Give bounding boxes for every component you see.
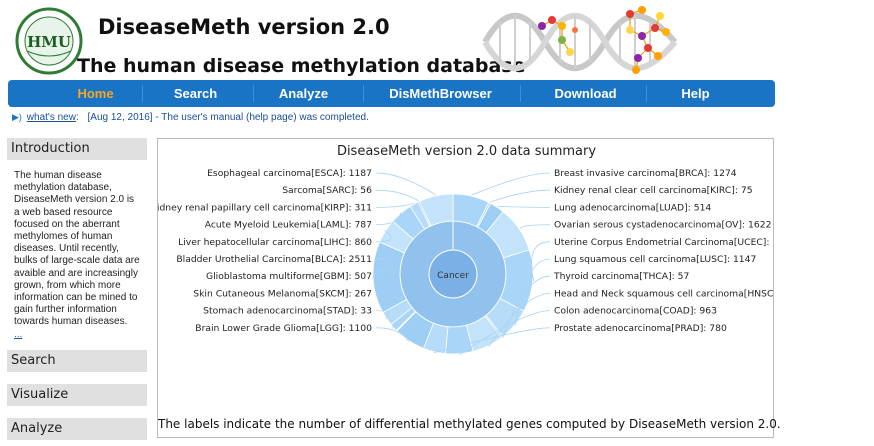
data-summary-panel: DiseaseMeth version 2.0 data summary Can… [157, 138, 774, 438]
chart-leader-line [489, 189, 551, 203]
sidebar-search-button[interactable]: Search [7, 350, 147, 372]
nav-search[interactable]: Search [173, 86, 218, 101]
intro-paragraph: The human disease methylation database, … [14, 170, 140, 328]
nav-divider [142, 85, 143, 102]
nav-divider [253, 85, 254, 102]
chart-slice-label: Breast invasive carcinoma[BRCA]: 1274 [554, 168, 737, 179]
nav-divider [520, 85, 521, 102]
sidebar: Introduction The human disease methylati… [7, 138, 147, 341]
news-bar: ▶) what's new: [Aug 12, 2016] - The user… [12, 112, 369, 126]
sunburst-chart: Cancer Breast invasive carcinoma[BRCA]: 1… [158, 168, 774, 356]
nav-home[interactable]: Home [77, 86, 114, 101]
chart-leader-line [502, 275, 551, 338]
chart-slice-label: Stomach adenocarcinoma[STAD]: 33 [203, 306, 372, 317]
speaker-icon: ▶) [12, 112, 22, 122]
nav-download[interactable]: Download [554, 86, 617, 101]
chart-slice-label: Esophageal carcinoma[ESCA]: 1187 [207, 168, 372, 179]
chart-leader-line [375, 172, 436, 196]
news-date: [Aug 12, 2016] [87, 112, 153, 123]
university-logo: HMU [15, 7, 83, 75]
logo-text: HMU [27, 33, 71, 51]
chart-leader-line [515, 258, 551, 326]
news-colon: : [75, 112, 79, 123]
nav-dismethbrowser[interactable]: DisMethBrowser [389, 86, 492, 101]
nav-divider [363, 85, 364, 102]
chart-slice-label: Brain Lower Grade Glioma[LGG]: 1100 [195, 323, 372, 334]
chart-leader-line [375, 189, 419, 202]
chart-leader-line [375, 230, 392, 243]
chart-slice-label: Acute Myeloid Leukemia[LAML]: 787 [205, 220, 372, 231]
chart-slice-label: Kidney renal papillary cell carcinoma[KI… [158, 202, 372, 213]
chart-leader-line [375, 212, 401, 225]
site-title: DiseaseMeth version 2.0 [98, 15, 390, 39]
header: HMU DiseaseMeth version 2.0 The human di… [0, 0, 874, 80]
chart-leader-line [459, 310, 551, 356]
chart-slice-label: Prostate adenocarcinoma[PRAD]: 780 [554, 323, 727, 334]
chart-slice-label: Ovarian serous cystadenocarcinoma[OV]: 1… [554, 220, 771, 231]
chart-slice-label: Bladder Urothelial Carcinoma[BLCA]: 2511 [176, 254, 372, 265]
chart-slice-label: Lung squamous cell carcinoma[LUSC]: 1147 [554, 254, 756, 265]
chart-leader-line [471, 172, 551, 196]
chart-slice-label: Kidney renal clear cell carcinoma[KIRC]:… [554, 185, 753, 196]
chart-leader-line [371, 258, 388, 279]
dna-helix-illustration [482, 6, 678, 74]
site-subtitle: The human disease methylation database [77, 55, 526, 77]
chart-slice-label: Glioblastoma multiforme[GBM]: 507 [206, 271, 372, 282]
nav-divider [646, 85, 647, 102]
chart-leader-line [519, 224, 551, 229]
chart-leader-line [531, 241, 551, 282]
whats-new-link[interactable]: what's new [26, 112, 76, 123]
chart-slice-label: Colon adenocarcinoma[COAD]: 963 [554, 306, 717, 317]
summary-caption: The labels indicate the number of differ… [158, 417, 781, 431]
chart-leader-line [497, 205, 551, 208]
nav-analyze[interactable]: Analyze [278, 86, 329, 101]
chart-slice[interactable] [419, 193, 454, 227]
chart-leader-line [375, 202, 414, 208]
chart-slice-label: Head and Neck squamous cell carcinoma[HN… [554, 288, 774, 299]
chart-leader-line [433, 327, 551, 354]
sidebar-introduction-text: The human disease methylation database, … [7, 160, 148, 341]
chart-slice-label: Sarcoma[SARC]: 56 [282, 185, 372, 196]
news-text: - The user's manual (help page) was comp… [155, 112, 369, 123]
sidebar-introduction-heading: Introduction [7, 138, 147, 160]
chart-center-label: Cancer [437, 271, 469, 281]
main-nav-bar: Home Search Analyze DisMethBrowser Downl… [8, 80, 775, 107]
chart-slice-label: Lung adenocarcinoma[LUAD]: 514 [554, 202, 711, 213]
chart-slice-label: Liver hepatocellular carcinoma[LIHC]: 86… [178, 237, 372, 248]
sidebar-visualize-button[interactable]: Visualize [7, 384, 147, 406]
read-more-link[interactable]: ... [14, 328, 23, 340]
chart-slice-label: Skin Cutaneous Melanoma[SKCM]: 267 [193, 288, 372, 299]
chart-slice-label: Uterine Corpus Endometrial Carcinoma[UCE… [554, 237, 774, 248]
sidebar-analyze-button[interactable]: Analyze [7, 418, 147, 440]
chart-slice-label: Thyroid carcinoma[THCA]: 57 [553, 271, 690, 282]
nav-help[interactable]: Help [681, 86, 710, 101]
summary-title: DiseaseMeth version 2.0 data summary [336, 144, 597, 159]
